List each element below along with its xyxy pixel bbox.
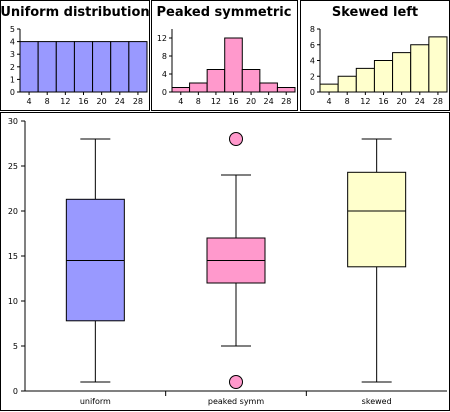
histogram-bar-peaked-12 (206, 69, 226, 93)
y-tick-label-boxplot: 5 (13, 342, 18, 351)
histogram-bar-skewed-16 (373, 60, 394, 93)
y-tick-label-boxplot: 15 (8, 252, 18, 261)
y-tick-label-peaked: 12 (157, 34, 167, 43)
x-tick-label-skewed: 16 (378, 97, 388, 106)
x-tick-label-peaked: 28 (281, 97, 291, 106)
y-tick-label-skewed: 6 (310, 41, 315, 50)
histogram-bar-uniform-24 (110, 41, 130, 93)
y-tick-label-skewed: 2 (310, 72, 315, 81)
outlier-point-peaked-symm (229, 375, 243, 389)
histogram-bar-skewed-28 (428, 36, 448, 93)
x-tick-label-peaked: 8 (196, 97, 201, 106)
y-tick-label-boxplot: 0 (13, 387, 18, 396)
x-tick-label-peaked: 4 (178, 97, 183, 106)
histogram-plot-peaked: 0 4 8 12 4 8 12 16 20 24 28 (157, 29, 296, 106)
x-tick-label-boxplot: uniform (80, 397, 111, 406)
histogram-bar-skewed-24 (410, 44, 430, 93)
x-tick-label-uniform: 4 (27, 97, 32, 106)
y-tick-label-uniform: 5 (10, 25, 15, 34)
x-tick-label-skewed: 8 (345, 97, 350, 106)
box-skewed (347, 171, 407, 268)
histogram-bar-peaked-28 (276, 87, 296, 93)
histogram-title-skewed: Skewed left (332, 5, 418, 20)
histogram-bar-peaked-20 (241, 69, 261, 93)
x-tick-label-boxplot: skewed (362, 397, 392, 406)
y-tick-label-skewed: 8 (310, 25, 315, 34)
histogram-bar-skewed-12 (355, 67, 375, 93)
x-tick-label-boxplot: peaked symm (208, 397, 264, 406)
x-tick-label-skewed: 28 (433, 97, 443, 106)
outlier-point-peaked-symm (229, 132, 243, 146)
x-tick-label-peaked: 24 (264, 97, 274, 106)
histogram-bar-uniform-16 (73, 41, 94, 93)
histogram-bar-peaked-4 (171, 87, 191, 93)
y-tick-label-boxplot: 10 (8, 297, 18, 306)
y-tick-label-boxplot: 25 (8, 162, 18, 171)
y-tick-label-uniform: 0 (10, 88, 15, 97)
histogram-bar-skewed-8 (337, 75, 357, 93)
y-tick-label-uniform: 4 (10, 38, 15, 47)
histogram-title-uniform: Uniform distribution (0, 5, 149, 20)
y-tick-label-skewed: 0 (310, 88, 315, 97)
x-tick-label-skewed: 4 (327, 97, 332, 106)
y-tick-label-peaked: 8 (162, 52, 167, 61)
x-tick-label-skewed: 20 (397, 97, 407, 106)
x-tick-label-peaked: 20 (246, 97, 256, 106)
y-tick-label-peaked: 0 (162, 88, 167, 97)
boxplot-plot: 0 5 10 15 20 25 30 uniform peaked symm skewed (8, 117, 447, 406)
x-tick-label-uniform: 24 (115, 97, 125, 106)
histogram-bar-uniform-28 (128, 41, 148, 93)
histogram-bar-uniform-4 (19, 41, 39, 93)
histogram-bar-peaked-16 (224, 37, 243, 93)
x-tick-label-uniform: 8 (45, 97, 50, 106)
histogram-bar-skewed-20 (392, 52, 412, 93)
x-tick-label-uniform: 20 (97, 97, 107, 106)
x-tick-label-skewed: 24 (415, 97, 425, 106)
x-tick-label-uniform: 12 (60, 97, 70, 106)
histogram-bar-uniform-20 (92, 41, 112, 93)
histogram-bar-uniform-12 (55, 41, 75, 93)
x-tick-label-peaked: 12 (211, 97, 221, 106)
y-tick-label-boxplot: 20 (8, 207, 18, 216)
histogram-bar-peaked-8 (189, 82, 208, 93)
x-tick-label-uniform: 16 (78, 97, 88, 106)
y-tick-label-peaked: 4 (162, 70, 167, 79)
x-tick-label-skewed: 12 (360, 97, 370, 106)
x-tick-label-uniform: 28 (133, 97, 143, 106)
y-tick-label-boxplot: 30 (8, 117, 18, 126)
x-tick-label-peaked: 16 (228, 97, 238, 106)
histogram-title-peaked: Peaked symmetric (157, 5, 292, 20)
y-tick-label-uniform: 2 (10, 63, 15, 72)
histogram-bar-peaked-24 (259, 82, 278, 93)
y-tick-label-uniform: 1 (10, 75, 15, 84)
y-tick-label-uniform: 3 (10, 50, 15, 59)
histogram-bar-uniform-8 (37, 41, 57, 93)
y-tick-label-skewed: 4 (310, 57, 315, 66)
histogram-bar-skewed-4 (319, 83, 339, 93)
